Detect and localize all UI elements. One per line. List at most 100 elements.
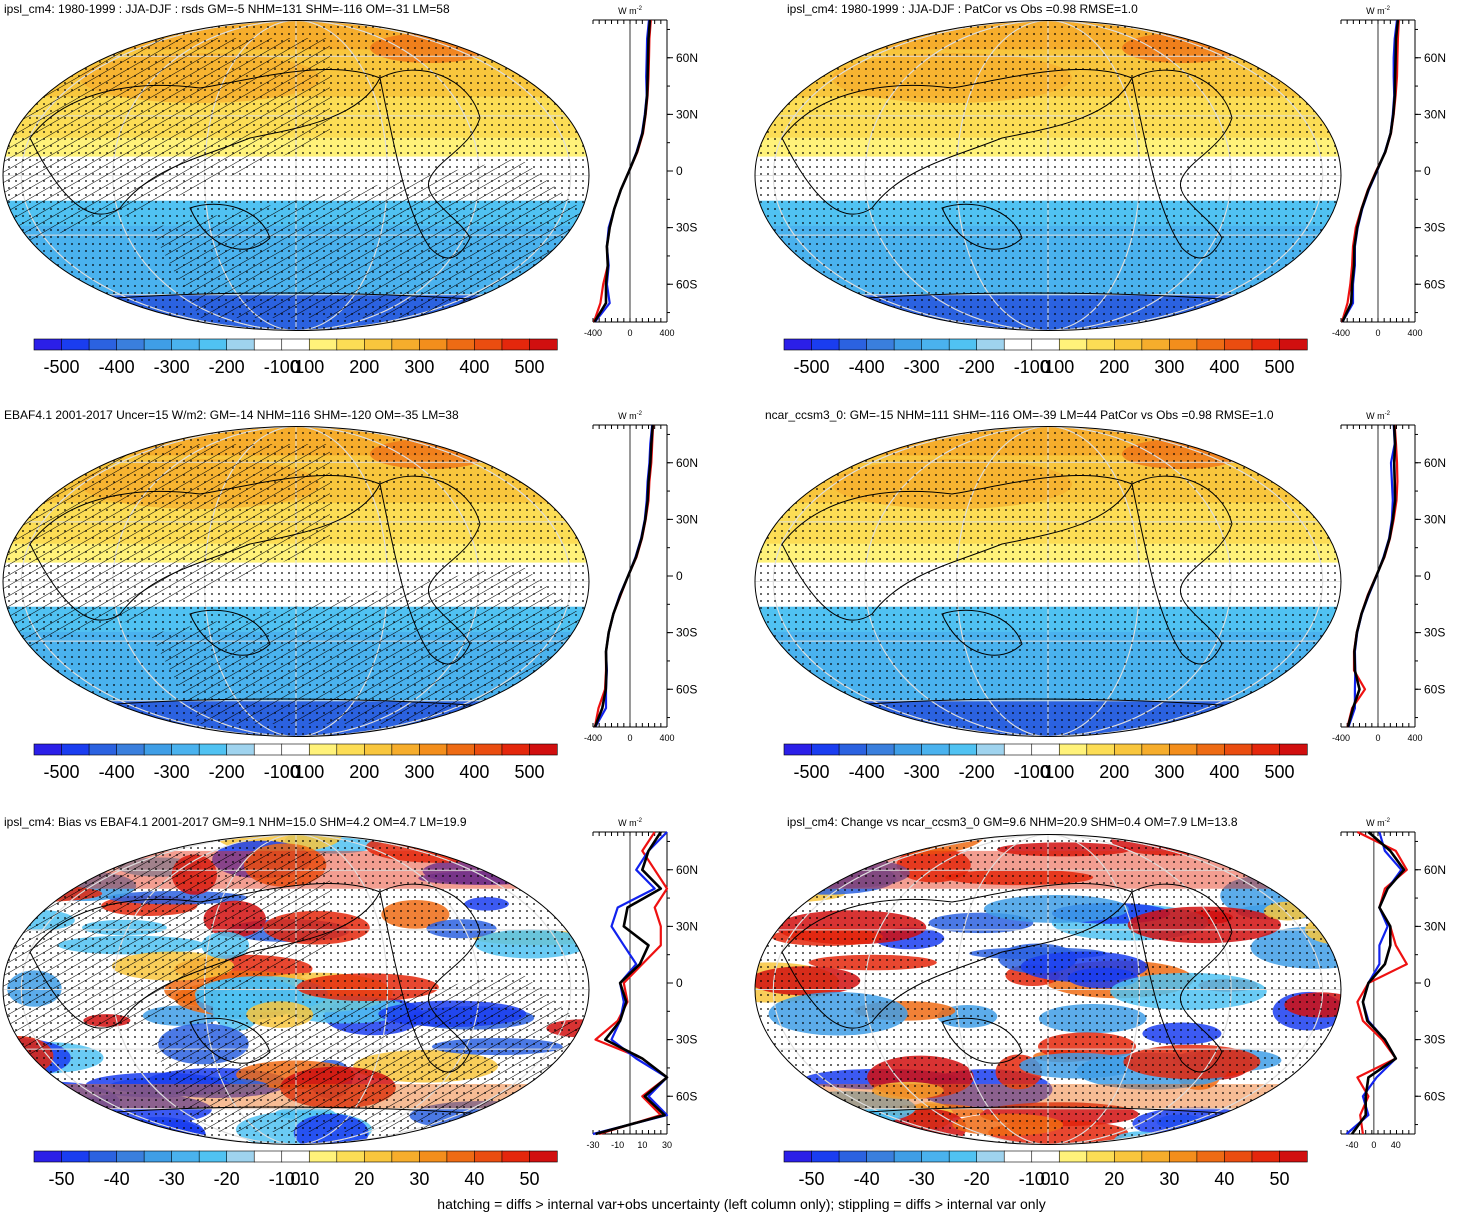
colorbar-swatch: [336, 743, 365, 756]
colorbar-label: 400: [459, 357, 489, 377]
profile-series-line: [593, 424, 655, 728]
panel-title-6: ipsl_cm4: Change vs ncar_ccsm3_0 GM=9.6 …: [787, 815, 1238, 829]
profile-unit: W m-2: [618, 6, 642, 16]
colorbar-swatch: [838, 743, 868, 756]
colorbar-swatch: [419, 338, 448, 351]
zonal-profile-4: W m-2 60N 30N 0 30S 60S -400 0 400: [1332, 411, 1446, 743]
profile-xtick: -400: [584, 733, 602, 743]
profile-series-line: [592, 19, 652, 323]
colorbar-label: -200: [209, 357, 245, 377]
colorbar-swatch: [474, 743, 503, 756]
colorbar-label: -100: [1014, 357, 1050, 377]
colorbar-label: -50: [49, 1169, 75, 1189]
zonal-profile-1: W m-2 60N 30N 0 30S 60S -400 0 400: [584, 6, 698, 338]
colorbar-swatch: [171, 743, 200, 756]
profile-ytick: 30N: [1424, 512, 1446, 526]
colorbar-swatch: [811, 743, 840, 756]
colorbar-swatch: [308, 743, 338, 756]
colorbar-swatch: [783, 743, 813, 756]
colorbar-swatch: [921, 743, 950, 756]
colorbar-label: 40: [1214, 1169, 1234, 1189]
colorbar-swatch: [1279, 743, 1308, 756]
colorbar-label: -300: [904, 357, 940, 377]
colorbar-swatch: [61, 1150, 90, 1163]
colorbar-label: 100: [294, 762, 324, 782]
colorbar-swatch: [1003, 743, 1033, 756]
colorbar-swatch: [336, 338, 365, 351]
colorbar-swatch: [783, 1150, 813, 1163]
colorbar-label: 200: [349, 357, 379, 377]
footnote: hatching = diffs > internal var+obs unce…: [437, 1196, 1046, 1212]
map-panel-6: [754, 834, 1342, 1145]
colorbar-swatch: [226, 743, 255, 756]
colorbar-label: 100: [1044, 762, 1074, 782]
colorbar-swatch: [1196, 338, 1226, 351]
profile-xtick: 400: [1407, 733, 1422, 743]
profile-ytick: 30N: [1424, 919, 1446, 933]
colorbar-label: 30: [409, 1169, 429, 1189]
colorbar-swatch: [1086, 338, 1115, 351]
map-panel-5: [2, 834, 590, 1145]
colorbar-swatch: [116, 743, 145, 756]
profile-series-line: [595, 831, 669, 1136]
colorbar-swatch: [838, 1150, 868, 1163]
profile-ytick: 60S: [676, 682, 697, 696]
profile-ytick: 30S: [676, 221, 697, 235]
colorbar-swatch: [866, 338, 895, 351]
colorbar-swatch: [1279, 338, 1308, 351]
profile-xtick: 0: [1371, 1140, 1376, 1150]
colorbar-swatch: [1169, 1150, 1198, 1163]
colorbar-swatch: [976, 743, 1005, 756]
colorbar-label: 300: [1154, 357, 1184, 377]
profile-xtick: 0: [1375, 328, 1380, 338]
colorbar-swatch: [976, 1150, 1005, 1163]
colorbar-label: -500: [44, 357, 80, 377]
colorbar-swatch: [1251, 743, 1281, 756]
profile-series-line: [1341, 19, 1400, 323]
colorbar-swatch: [501, 338, 531, 351]
colorbar-swatch: [88, 743, 118, 756]
profile-series-line: [1356, 831, 1408, 1135]
profile-ytick: 30N: [676, 919, 698, 933]
colorbar-swatch: [1114, 1150, 1143, 1163]
colorbar-label: 300: [1154, 762, 1184, 782]
map-panel-1: [2, 20, 590, 331]
colorbar-swatch: [143, 1150, 173, 1163]
colorbar-swatch: [1058, 1150, 1088, 1163]
colorbar-label: -300: [154, 762, 190, 782]
profile-series-line: [1346, 424, 1397, 728]
colorbar-label: 40: [464, 1169, 484, 1189]
colorbar-swatch: [921, 338, 950, 351]
colorbar-label: 50: [1269, 1169, 1289, 1189]
colorbar-label: 0: [1040, 1169, 1050, 1189]
colorbar-swatch: [1196, 1150, 1226, 1163]
colorbar-swatch: [1224, 1150, 1253, 1163]
profile-xtick: 40: [1391, 1140, 1401, 1150]
colorbar-swatch: [143, 338, 173, 351]
colorbar-swatch: [529, 1150, 558, 1163]
colorbar-label: -500: [44, 762, 80, 782]
colorbar-swatch: [838, 338, 868, 351]
profile-xtick: -400: [1332, 328, 1350, 338]
colorbar-swatch: [1251, 1150, 1281, 1163]
profile-ytick: 60N: [676, 863, 698, 877]
colorbar-label: 500: [1264, 762, 1294, 782]
colorbar-swatch: [364, 338, 393, 351]
colorbar-swatch: [61, 743, 90, 756]
colorbar-swatch: [529, 338, 558, 351]
colorbar-label: -500: [794, 357, 830, 377]
profile-ytick: 0: [1424, 569, 1431, 583]
profile-ytick: 30N: [1424, 107, 1446, 121]
colorbar-label: -300: [904, 762, 940, 782]
zonal-profile-2: W m-2 60N 30N 0 30S 60S -400 0 400: [1332, 6, 1446, 338]
profile-xtick: 400: [659, 328, 674, 338]
map-border: [2, 426, 590, 737]
colorbar-label: -10: [1019, 1169, 1045, 1189]
colorbar-label: -100: [264, 762, 300, 782]
